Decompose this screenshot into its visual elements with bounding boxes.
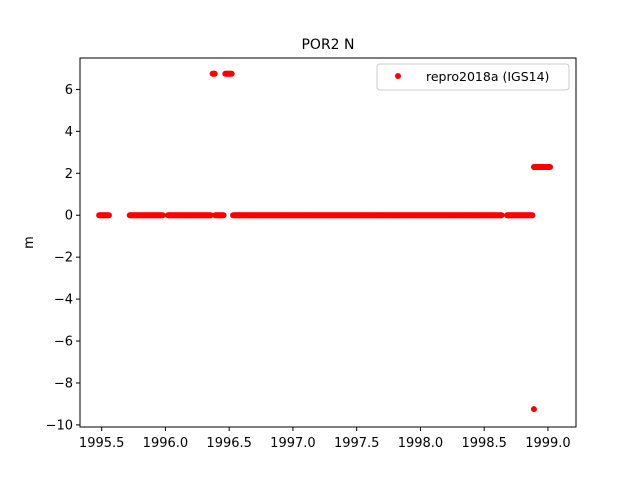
data-marks xyxy=(96,70,554,413)
y-tick-label: −2 xyxy=(54,251,73,266)
y-tick-label: −8 xyxy=(54,376,73,391)
x-tick-label: 1996.5 xyxy=(206,436,252,451)
y-tick-label: −4 xyxy=(54,293,73,308)
x-tick-label: 1997.5 xyxy=(334,436,380,451)
data-point xyxy=(498,212,505,219)
y-tick-label: 4 xyxy=(65,125,73,140)
data-point xyxy=(529,212,536,219)
chart-title: POR2 N xyxy=(301,37,354,53)
x-tick-label: 1996.0 xyxy=(143,436,189,451)
y-tick-label: 0 xyxy=(65,209,73,224)
x-tick-label: 1999.0 xyxy=(525,436,571,451)
data-point xyxy=(211,70,218,77)
x-tick-label: 1997.0 xyxy=(270,436,316,451)
legend-entry: repro2018a (IGS14) xyxy=(426,69,549,84)
data-point xyxy=(105,212,112,219)
y-tick-label: −6 xyxy=(54,335,73,350)
data-point xyxy=(220,212,227,219)
x-tick-label: 1998.0 xyxy=(398,436,444,451)
data-point xyxy=(159,212,166,219)
y-axis-label: m xyxy=(22,236,37,249)
y-tick-label: −10 xyxy=(46,418,73,433)
data-point xyxy=(207,212,214,219)
axes: 1995.5 1996.0 1996.5 1997.0 1997.5 1998.0 1998… xyxy=(46,57,577,451)
legend: repro2018a (IGS14) xyxy=(376,63,570,91)
y-tick-label: 6 xyxy=(65,83,73,98)
legend-marker xyxy=(395,73,401,79)
data-point xyxy=(530,406,537,413)
data-point xyxy=(228,70,235,77)
plot-frame xyxy=(79,57,577,428)
legend-box xyxy=(376,63,570,91)
data-point xyxy=(547,164,554,171)
y-tick-label: 2 xyxy=(65,167,73,182)
x-tick-label: 1995.5 xyxy=(79,436,125,451)
x-tick-label: 1998.5 xyxy=(461,436,507,451)
